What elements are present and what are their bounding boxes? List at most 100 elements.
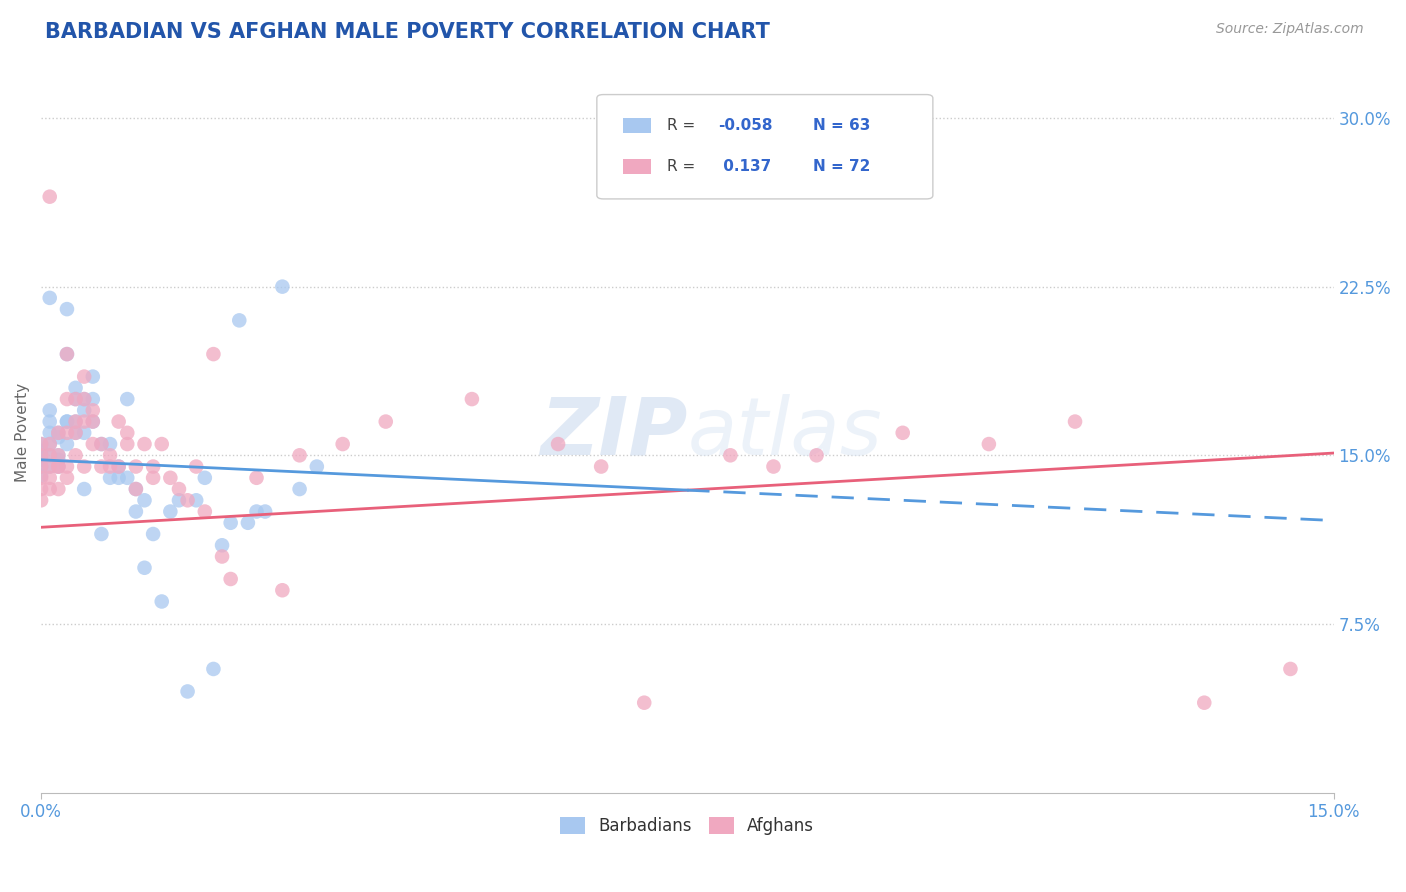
Point [65, 381, 87, 395]
Point [65, 425, 87, 440]
Point [65, 392, 87, 406]
Point [38, 459, 60, 474]
Point [30, 459, 52, 474]
Point [56, 347, 79, 361]
Point [107, 459, 129, 474]
Point [30, 437, 52, 451]
Point [461, 392, 484, 406]
FancyBboxPatch shape [596, 95, 932, 199]
Point [73, 392, 96, 406]
Point [125, 482, 148, 496]
Point [167, 482, 190, 496]
Point [107, 471, 129, 485]
Point [90, 459, 112, 474]
Point [90, 437, 112, 451]
Point [30, 452, 52, 467]
Point [46, 459, 69, 474]
Point [46, 425, 69, 440]
Point [891, 425, 914, 440]
Point [125, 482, 148, 496]
Point [176, 684, 198, 698]
Text: BARBADIAN VS AFGHAN MALE POVERTY CORRELATION CHART: BARBADIAN VS AFGHAN MALE POVERTY CORRELA… [45, 22, 770, 42]
Point [186, 459, 208, 474]
Text: -0.058: -0.058 [718, 118, 773, 133]
Point [82, 437, 104, 451]
Point [73, 425, 96, 440]
Point [65, 425, 87, 440]
Text: 0.137: 0.137 [718, 159, 772, 174]
Point [194, 471, 217, 485]
Point [633, 696, 655, 710]
Point [90, 437, 112, 451]
Point [176, 493, 198, 508]
Point [271, 583, 294, 598]
Text: R =: R = [666, 118, 700, 133]
Point [305, 459, 328, 474]
Point [56, 415, 79, 429]
Point [134, 493, 156, 508]
Point [46, 448, 69, 462]
Point [56, 415, 79, 429]
Point [82, 392, 104, 406]
Text: N = 72: N = 72 [813, 159, 870, 174]
Point [30, 482, 52, 496]
Point [30, 437, 52, 451]
Point [73, 369, 96, 384]
Point [98, 471, 121, 485]
Point [219, 516, 242, 530]
Point [38, 448, 60, 462]
Point [46, 448, 69, 462]
Point [134, 560, 156, 574]
Point [30, 448, 52, 462]
Point [202, 347, 225, 361]
Point [38, 415, 60, 429]
Point [150, 594, 173, 608]
Point [73, 415, 96, 429]
Point [65, 448, 87, 462]
Point [73, 459, 96, 474]
Point [194, 504, 217, 518]
Point [56, 425, 79, 440]
Point [38, 189, 60, 203]
Point [762, 459, 785, 474]
Point [46, 425, 69, 440]
Point [90, 527, 112, 541]
Point [56, 437, 79, 451]
Point [547, 437, 569, 451]
Point [186, 493, 208, 508]
Point [56, 471, 79, 485]
Point [219, 572, 242, 586]
Point [245, 471, 267, 485]
Text: R =: R = [666, 159, 700, 174]
Point [288, 448, 311, 462]
Point [159, 471, 181, 485]
Legend: Barbadians, Afghans: Barbadians, Afghans [561, 816, 814, 835]
FancyBboxPatch shape [623, 159, 651, 175]
Point [30, 443, 52, 458]
Point [254, 504, 277, 518]
Point [65, 415, 87, 429]
Point [1064, 415, 1087, 429]
Text: N = 63: N = 63 [813, 118, 870, 133]
Point [142, 471, 165, 485]
Point [73, 482, 96, 496]
Text: atlas: atlas [688, 393, 882, 472]
Point [56, 459, 79, 474]
Point [56, 302, 79, 317]
Point [125, 459, 148, 474]
Point [98, 437, 121, 451]
Point [82, 369, 104, 384]
Point [38, 437, 60, 451]
Point [82, 415, 104, 429]
Point [30, 471, 52, 485]
Text: ZIP: ZIP [540, 393, 688, 472]
Point [125, 504, 148, 518]
Point [38, 482, 60, 496]
Point [107, 415, 129, 429]
Point [977, 437, 1000, 451]
Point [38, 459, 60, 474]
Point [73, 392, 96, 406]
Y-axis label: Male Poverty: Male Poverty [15, 384, 30, 483]
Point [202, 662, 225, 676]
Point [38, 425, 60, 440]
